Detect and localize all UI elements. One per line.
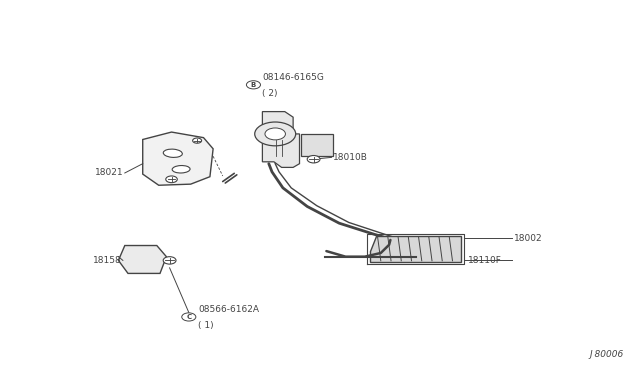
- Bar: [301, 134, 333, 156]
- Polygon shape: [262, 112, 300, 167]
- Text: 18110F: 18110F: [468, 256, 502, 265]
- Text: 18010B: 18010B: [333, 153, 367, 162]
- Text: 18002: 18002: [514, 234, 543, 243]
- Ellipse shape: [163, 149, 182, 157]
- Circle shape: [307, 155, 320, 163]
- Text: 08146-6165G: 08146-6165G: [262, 73, 324, 82]
- Circle shape: [182, 313, 196, 321]
- Text: 18021: 18021: [95, 169, 124, 177]
- Circle shape: [163, 257, 176, 264]
- Text: ( 2): ( 2): [262, 89, 278, 97]
- Circle shape: [255, 122, 296, 146]
- Circle shape: [265, 128, 285, 140]
- Polygon shape: [118, 246, 166, 273]
- Polygon shape: [370, 236, 461, 262]
- Text: 18158: 18158: [93, 256, 122, 265]
- Ellipse shape: [172, 166, 190, 173]
- Polygon shape: [143, 132, 213, 185]
- Text: J 80006: J 80006: [589, 350, 624, 359]
- Text: ( 1): ( 1): [198, 321, 214, 330]
- Text: 08566-6162A: 08566-6162A: [198, 305, 259, 314]
- Circle shape: [166, 176, 177, 183]
- Circle shape: [193, 138, 202, 143]
- Text: C: C: [186, 314, 191, 320]
- Circle shape: [246, 81, 260, 89]
- Text: B: B: [251, 82, 256, 88]
